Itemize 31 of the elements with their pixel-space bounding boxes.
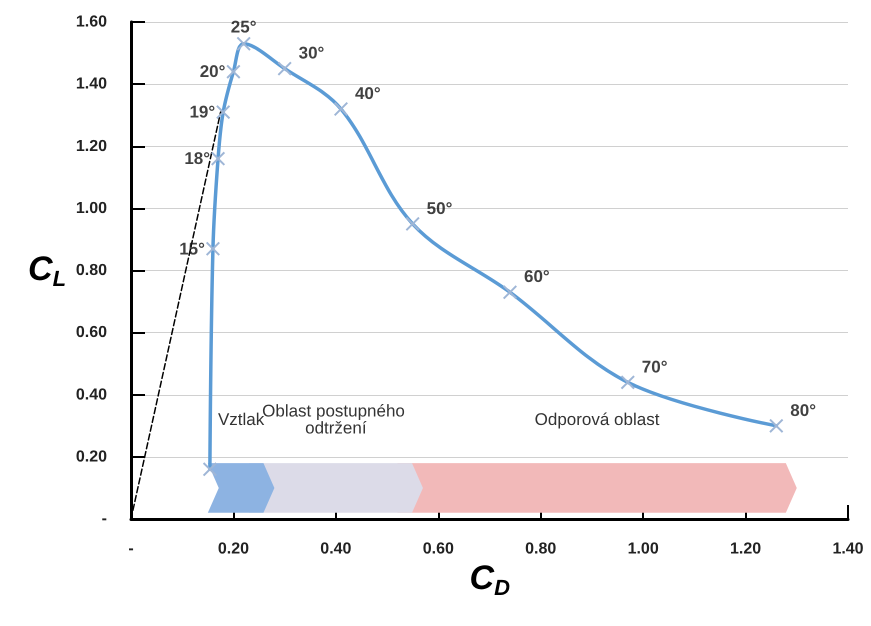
y-tick-label: 0.40 <box>76 386 108 404</box>
annotation: 60° <box>524 267 550 286</box>
y-tick-label: 1.40 <box>76 76 108 93</box>
annotation: 40° <box>354 84 381 103</box>
annotation: 19° <box>189 102 216 122</box>
y-tick-label: 0.80 <box>76 262 108 279</box>
y-tick-label: 1.60 <box>76 14 108 30</box>
band-label: Odporová oblast <box>534 410 660 430</box>
annotation: 18° <box>184 149 210 168</box>
annotation: 70° <box>642 357 668 376</box>
x-tick-label: - <box>128 540 134 558</box>
annotation: 15° <box>179 239 206 258</box>
x-tick-label: 1.00 <box>628 540 659 558</box>
y-tick-label: 0.60 <box>76 324 108 342</box>
y-tick-label: 1.00 <box>76 200 108 217</box>
x-tick-label: 0.40 <box>320 540 352 558</box>
x-tick-label: 1.40 <box>832 540 864 558</box>
annotation: 25° <box>230 18 257 37</box>
annotation: 80° <box>790 400 816 420</box>
y-tick-label: 1.20 <box>76 138 108 155</box>
annotation: 20° <box>200 62 226 82</box>
y-axis-title: C$_{L}$ <box>28 250 66 290</box>
annotation: 30° <box>298 44 325 63</box>
x-tick-label: 1.20 <box>730 540 762 558</box>
x-tick-label: 0.80 <box>525 540 556 558</box>
annotation: 50° <box>426 198 453 218</box>
y-tick-label: - <box>102 510 107 528</box>
y-tick-label: 0.20 <box>76 448 108 466</box>
x-axis-title: C$_{D}$ <box>470 559 510 600</box>
x-tick-label: 0.60 <box>422 540 454 558</box>
x-tick-label: 0.20 <box>218 540 250 558</box>
